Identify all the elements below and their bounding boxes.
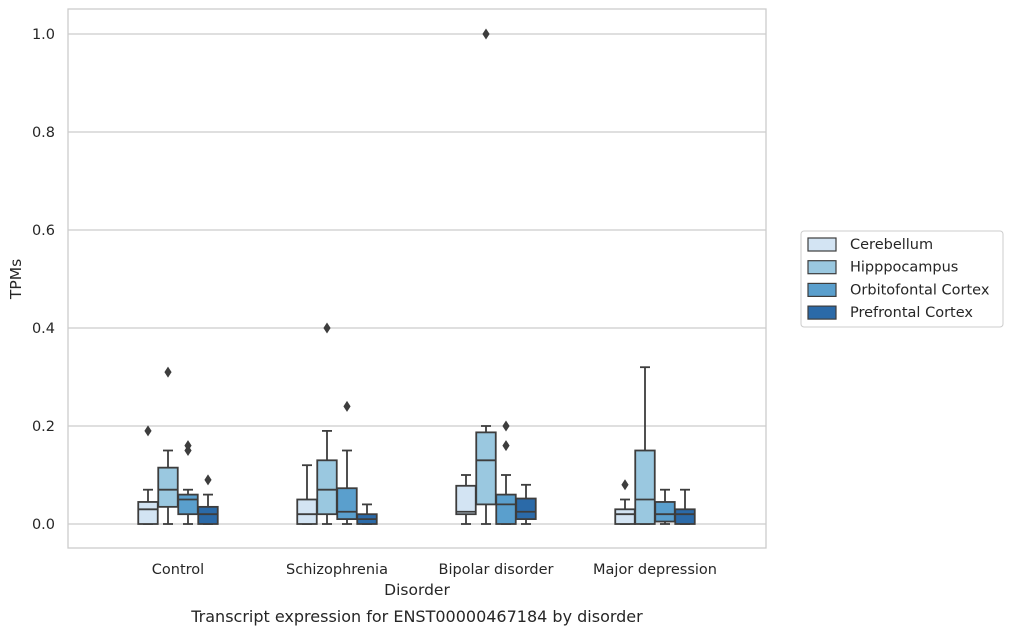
x-axis-label: Disorder bbox=[384, 581, 450, 599]
box-iqr bbox=[614, 508, 636, 525]
outlier-point bbox=[482, 28, 490, 40]
y-tick-label: 0.6 bbox=[32, 223, 55, 239]
legend-swatch bbox=[807, 260, 837, 275]
box-iqr bbox=[316, 459, 338, 516]
x-tick-label: Bipolar disorder bbox=[439, 562, 554, 578]
outlier-point bbox=[323, 322, 331, 334]
y-axis-label: TPMs bbox=[7, 259, 25, 300]
box-orbitofontal-cortex bbox=[336, 400, 358, 525]
box-hipppocampus bbox=[316, 322, 338, 525]
box-iqr bbox=[654, 501, 676, 523]
box-prefrontal-cortex bbox=[197, 474, 219, 525]
legend-label: Prefrontal Cortex bbox=[850, 305, 973, 321]
legend: Cerebellum Hipppocampus Orbitofontal Corte… bbox=[800, 230, 1004, 328]
y-tick-label: 0.8 bbox=[32, 125, 55, 141]
plot-frame bbox=[67, 8, 767, 549]
box-orbitofontal-cortex bbox=[495, 420, 517, 525]
y-tick-label: 0.0 bbox=[32, 517, 55, 533]
y-tick-label: 1.0 bbox=[32, 27, 55, 43]
box-iqr bbox=[455, 484, 477, 516]
y-tick-labels: 0.0 0.2 0.4 0.6 0.8 1.0 bbox=[32, 27, 55, 533]
box-orbitofontal-cortex bbox=[654, 488, 676, 525]
outlier-point bbox=[184, 440, 192, 452]
outlier-point bbox=[502, 440, 510, 452]
box-prefrontal-cortex bbox=[515, 483, 537, 525]
outlier-point bbox=[164, 366, 172, 378]
box-iqr bbox=[475, 431, 497, 506]
legend-label: Cerebellum bbox=[850, 237, 933, 253]
y-tick-label: 0.4 bbox=[32, 321, 55, 337]
x-tick-label: Major depression bbox=[593, 562, 717, 578]
box-iqr bbox=[336, 487, 358, 521]
box-iqr bbox=[137, 501, 159, 525]
x-tick-labels: Control Schizophrenia Bipolar disorder Majo… bbox=[152, 562, 717, 578]
box-iqr bbox=[296, 498, 318, 525]
outlier-point bbox=[343, 400, 351, 412]
box-hipppocampus bbox=[634, 366, 656, 525]
box-iqr bbox=[177, 493, 199, 516]
box-iqr bbox=[197, 505, 219, 525]
box-iqr bbox=[634, 449, 656, 525]
box-prefrontal-cortex bbox=[356, 503, 378, 525]
box-hipppocampus bbox=[157, 366, 179, 525]
outlier-point bbox=[502, 420, 510, 432]
box-cerebellum bbox=[455, 474, 477, 525]
x-tick-label: Control bbox=[152, 562, 204, 578]
x-tick-label: Schizophrenia bbox=[286, 562, 388, 578]
box-iqr bbox=[157, 466, 179, 508]
box-iqr bbox=[515, 497, 537, 520]
y-tick-label: 0.2 bbox=[32, 419, 55, 435]
outlier-point bbox=[204, 474, 212, 486]
box-orbitofontal-cortex bbox=[177, 440, 199, 525]
legend-label: Orbitofontal Cortex bbox=[850, 282, 990, 298]
box-hipppocampus bbox=[475, 28, 497, 525]
legend-label: Hipppocampus bbox=[850, 260, 958, 276]
legend-swatch bbox=[807, 282, 837, 297]
outlier-point bbox=[621, 479, 629, 491]
box-cerebellum bbox=[137, 425, 159, 525]
box-iqr bbox=[495, 493, 517, 525]
chart-caption: Transcript expression for ENST0000046718… bbox=[190, 607, 643, 626]
legend-swatch bbox=[807, 305, 837, 320]
box-prefrontal-cortex bbox=[674, 488, 696, 525]
legend-swatch bbox=[807, 237, 837, 252]
outlier-point bbox=[144, 425, 152, 437]
box-iqr bbox=[674, 508, 696, 525]
box-cerebellum bbox=[614, 479, 636, 525]
box-cerebellum bbox=[296, 464, 318, 525]
boxes bbox=[137, 28, 696, 525]
legend-frame bbox=[800, 230, 1004, 328]
